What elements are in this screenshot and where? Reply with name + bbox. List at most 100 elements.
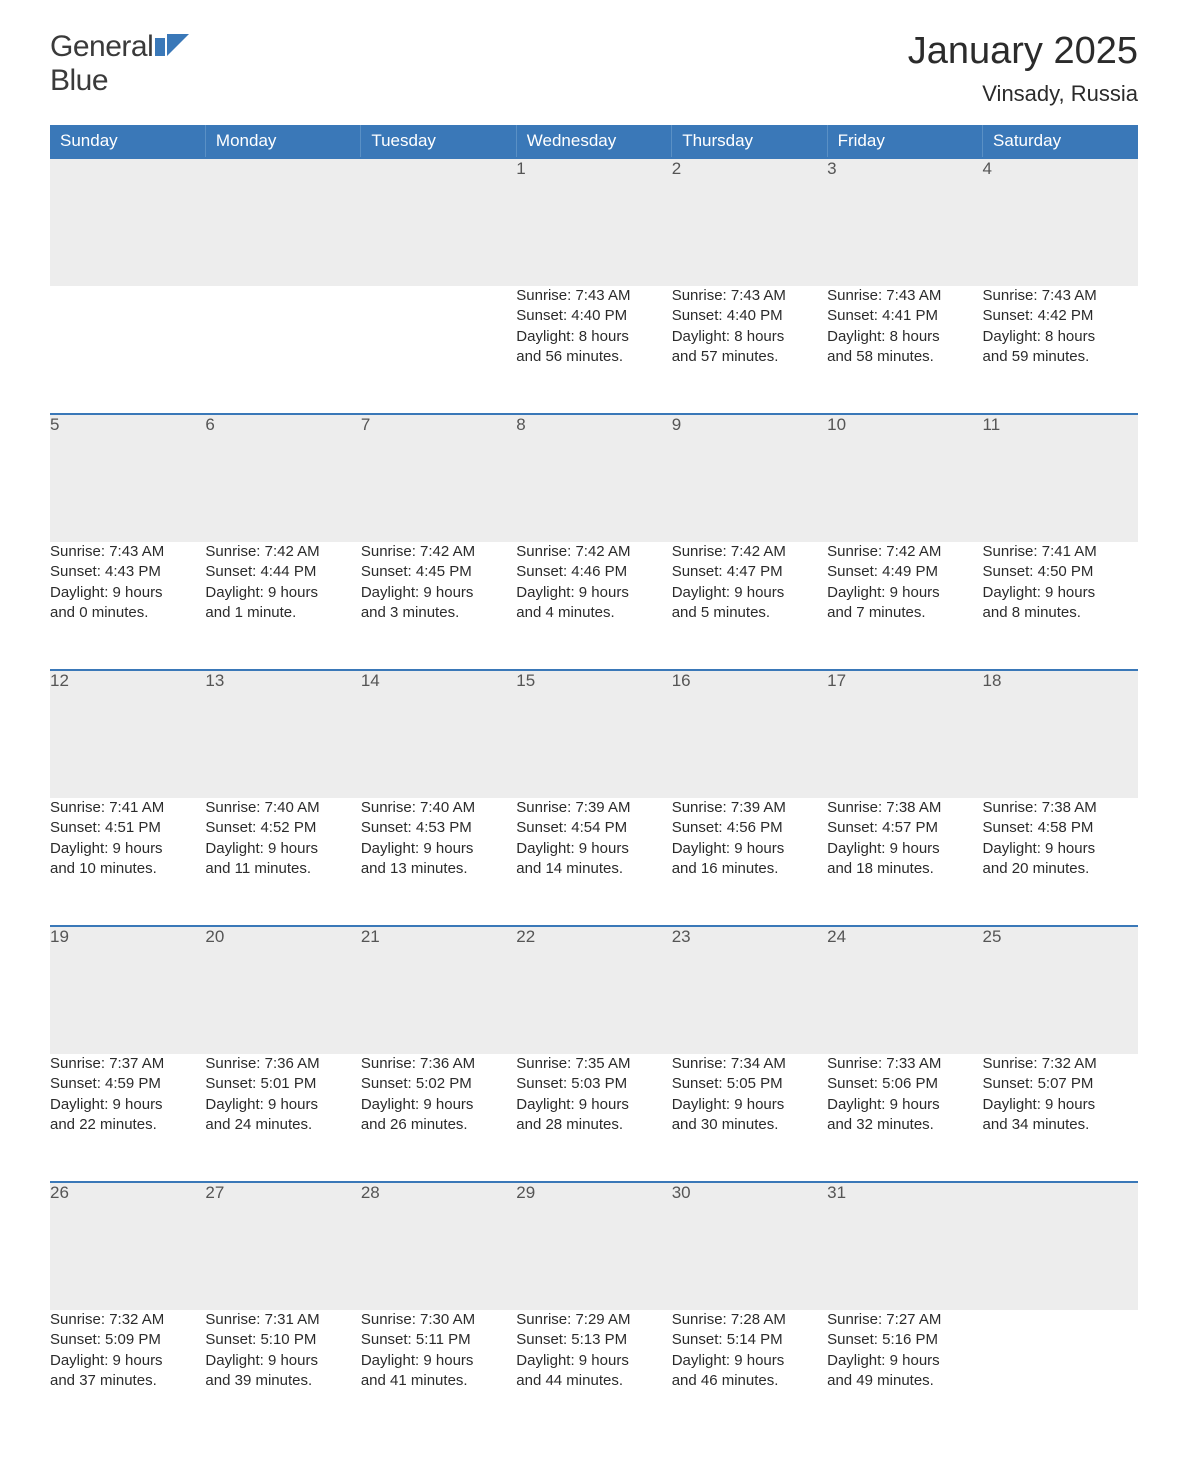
- flag-icon: [155, 34, 189, 61]
- day-number-cell: 19: [50, 926, 205, 1054]
- day-dl2: and 26 minutes.: [361, 1115, 516, 1135]
- day-number: 22: [516, 927, 535, 946]
- day-sunset: Sunset: 4:59 PM: [50, 1074, 205, 1094]
- day-number-cell: [50, 158, 205, 286]
- day-sunrise: Sunrise: 7:40 AM: [205, 798, 360, 818]
- day-number-cell: 25: [983, 926, 1138, 1054]
- day-sunrise: Sunrise: 7:34 AM: [672, 1054, 827, 1074]
- day-body-cell: Sunrise: 7:27 AMSunset: 5:16 PMDaylight:…: [827, 1310, 982, 1438]
- day-body-cell: Sunrise: 7:43 AMSunset: 4:41 PMDaylight:…: [827, 286, 982, 414]
- day-number-cell: 6: [205, 414, 360, 542]
- day-dl1: Daylight: 9 hours: [672, 1095, 827, 1115]
- day-dl1: Daylight: 9 hours: [361, 1095, 516, 1115]
- day-dl1: Daylight: 8 hours: [516, 327, 671, 347]
- day-header: Saturday: [983, 125, 1138, 158]
- day-sunset: Sunset: 5:07 PM: [983, 1074, 1138, 1094]
- day-sunset: Sunset: 4:58 PM: [983, 818, 1138, 838]
- day-number: 4: [983, 159, 992, 178]
- day-dl1: Daylight: 9 hours: [50, 583, 205, 603]
- day-number-cell: 21: [361, 926, 516, 1054]
- day-number: 9: [672, 415, 681, 434]
- day-number-cell: 17: [827, 670, 982, 798]
- day-number-cell: 31: [827, 1182, 982, 1310]
- day-dl2: and 37 minutes.: [50, 1371, 205, 1391]
- day-dl1: Daylight: 9 hours: [827, 839, 982, 859]
- week-daynum-row: 1234: [50, 158, 1138, 286]
- day-body-cell: Sunrise: 7:38 AMSunset: 4:57 PMDaylight:…: [827, 798, 982, 926]
- day-sunset: Sunset: 5:05 PM: [672, 1074, 827, 1094]
- day-body-cell: Sunrise: 7:43 AMSunset: 4:42 PMDaylight:…: [983, 286, 1138, 414]
- day-dl1: Daylight: 9 hours: [50, 1351, 205, 1371]
- day-sunset: Sunset: 5:13 PM: [516, 1330, 671, 1350]
- day-number-cell: 5: [50, 414, 205, 542]
- week-body-row: Sunrise: 7:43 AMSunset: 4:43 PMDaylight:…: [50, 542, 1138, 670]
- day-sunrise: Sunrise: 7:40 AM: [361, 798, 516, 818]
- day-dl1: Daylight: 8 hours: [983, 327, 1138, 347]
- day-sunrise: Sunrise: 7:43 AM: [50, 542, 205, 562]
- day-sunset: Sunset: 4:49 PM: [827, 562, 982, 582]
- day-number-cell: 16: [672, 670, 827, 798]
- day-number: 6: [205, 415, 214, 434]
- day-dl2: and 22 minutes.: [50, 1115, 205, 1135]
- day-number: 14: [361, 671, 380, 690]
- day-dl2: and 7 minutes.: [827, 603, 982, 623]
- day-dl1: Daylight: 9 hours: [516, 1351, 671, 1371]
- day-number-cell: 2: [672, 158, 827, 286]
- day-body-cell: Sunrise: 7:40 AMSunset: 4:53 PMDaylight:…: [361, 798, 516, 926]
- day-dl1: Daylight: 9 hours: [205, 839, 360, 859]
- day-number: 30: [672, 1183, 691, 1202]
- day-dl2: and 41 minutes.: [361, 1371, 516, 1391]
- day-number: 13: [205, 671, 224, 690]
- day-sunset: Sunset: 5:09 PM: [50, 1330, 205, 1350]
- day-dl2: and 49 minutes.: [827, 1371, 982, 1391]
- day-number: 12: [50, 671, 69, 690]
- day-sunrise: Sunrise: 7:36 AM: [205, 1054, 360, 1074]
- day-number-cell: 10: [827, 414, 982, 542]
- day-dl1: Daylight: 9 hours: [983, 1095, 1138, 1115]
- day-body-cell: Sunrise: 7:42 AMSunset: 4:49 PMDaylight:…: [827, 542, 982, 670]
- day-dl1: Daylight: 9 hours: [205, 1095, 360, 1115]
- day-sunrise: Sunrise: 7:41 AM: [50, 798, 205, 818]
- day-number-cell: 23: [672, 926, 827, 1054]
- day-sunset: Sunset: 4:47 PM: [672, 562, 827, 582]
- day-number-cell: 27: [205, 1182, 360, 1310]
- day-sunset: Sunset: 4:52 PM: [205, 818, 360, 838]
- day-number-cell: [361, 158, 516, 286]
- day-body-cell: Sunrise: 7:42 AMSunset: 4:44 PMDaylight:…: [205, 542, 360, 670]
- day-dl2: and 14 minutes.: [516, 859, 671, 879]
- day-number: 20: [205, 927, 224, 946]
- day-number-cell: [983, 1182, 1138, 1310]
- day-sunset: Sunset: 5:10 PM: [205, 1330, 360, 1350]
- day-sunrise: Sunrise: 7:43 AM: [672, 286, 827, 306]
- day-sunrise: Sunrise: 7:38 AM: [827, 798, 982, 818]
- calendar-table: Sunday Monday Tuesday Wednesday Thursday…: [50, 125, 1138, 1438]
- day-header: Friday: [827, 125, 982, 158]
- day-dl2: and 28 minutes.: [516, 1115, 671, 1135]
- day-body-cell: Sunrise: 7:31 AMSunset: 5:10 PMDaylight:…: [205, 1310, 360, 1438]
- day-dl2: and 0 minutes.: [50, 603, 205, 623]
- day-body-cell: [361, 286, 516, 414]
- week-daynum-row: 262728293031: [50, 1182, 1138, 1310]
- day-sunset: Sunset: 4:44 PM: [205, 562, 360, 582]
- day-dl1: Daylight: 9 hours: [516, 1095, 671, 1115]
- day-body-cell: Sunrise: 7:34 AMSunset: 5:05 PMDaylight:…: [672, 1054, 827, 1182]
- day-sunrise: Sunrise: 7:37 AM: [50, 1054, 205, 1074]
- day-dl2: and 3 minutes.: [361, 603, 516, 623]
- day-sunset: Sunset: 5:01 PM: [205, 1074, 360, 1094]
- day-body-cell: Sunrise: 7:42 AMSunset: 4:45 PMDaylight:…: [361, 542, 516, 670]
- day-sunset: Sunset: 4:42 PM: [983, 306, 1138, 326]
- day-number: 29: [516, 1183, 535, 1202]
- day-sunrise: Sunrise: 7:32 AM: [50, 1310, 205, 1330]
- day-sunrise: Sunrise: 7:39 AM: [516, 798, 671, 818]
- day-number-cell: 26: [50, 1182, 205, 1310]
- day-sunset: Sunset: 4:50 PM: [983, 562, 1138, 582]
- day-body-cell: Sunrise: 7:37 AMSunset: 4:59 PMDaylight:…: [50, 1054, 205, 1182]
- day-body-cell: Sunrise: 7:43 AMSunset: 4:40 PMDaylight:…: [672, 286, 827, 414]
- day-number: 5: [50, 415, 59, 434]
- day-sunrise: Sunrise: 7:29 AM: [516, 1310, 671, 1330]
- day-number-cell: 30: [672, 1182, 827, 1310]
- day-dl2: and 30 minutes.: [672, 1115, 827, 1135]
- day-number: 21: [361, 927, 380, 946]
- day-dl2: and 13 minutes.: [361, 859, 516, 879]
- day-dl1: Daylight: 9 hours: [827, 1351, 982, 1371]
